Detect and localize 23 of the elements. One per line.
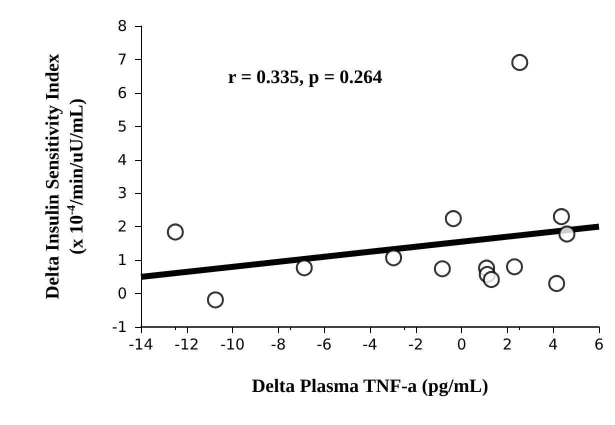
- x-axis-title: Delta Plasma TNF-a (pg/mL): [252, 376, 488, 397]
- x-tick-label: -8: [270, 336, 286, 354]
- y-tick-label: 4: [117, 150, 127, 169]
- x-tick-label: -14: [128, 336, 154, 354]
- y-tick-label: 7: [117, 50, 127, 68]
- y-tick-label: 0: [117, 284, 127, 303]
- x-tick-label: -6: [316, 336, 332, 354]
- x-tick-label: -12: [174, 336, 200, 354]
- annotation: r = 0.335, p = 0.264: [228, 67, 383, 88]
- y-tick-label: 8: [117, 17, 127, 35]
- y-tick-label: 3: [117, 184, 127, 202]
- x-tick-label: 6: [594, 336, 604, 354]
- x-tick-label: -4: [362, 336, 378, 354]
- x-tick-label: 2: [502, 336, 512, 354]
- y-tick-label: -1: [112, 318, 127, 336]
- y-tick-label: 1: [117, 251, 127, 270]
- y-tick-label: 5: [117, 117, 127, 136]
- y-tick-label: 6: [117, 84, 127, 102]
- x-tick-label: -10: [220, 336, 245, 354]
- x-tick-label: 4: [548, 336, 558, 354]
- x-tick-label: -2: [408, 336, 424, 354]
- x-tick-label: 0: [456, 336, 466, 354]
- y-tick-label: 2: [117, 218, 127, 236]
